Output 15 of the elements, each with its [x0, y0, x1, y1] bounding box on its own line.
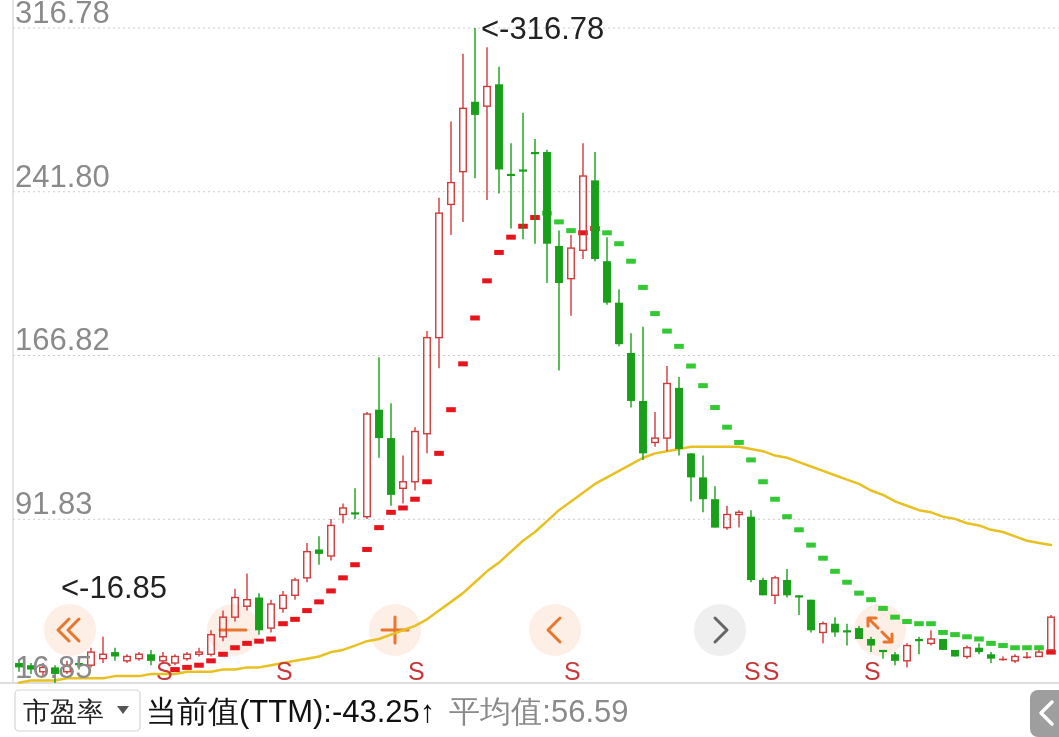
annotation: <-16.85: [61, 570, 168, 605]
annotation: S: [744, 657, 761, 685]
annotation: S: [408, 657, 425, 685]
annotation: S: [564, 657, 581, 685]
annotation: S: [276, 657, 293, 685]
annotation: <-316.78: [481, 11, 605, 46]
y-tick-label: 166.82: [15, 322, 110, 358]
y-tick-label: 316.78: [15, 0, 110, 30]
annotation: S: [762, 657, 780, 685]
y-tick-label: 241.80: [15, 158, 110, 194]
annotation: S: [864, 657, 881, 685]
text: 平均值:56.59: [449, 694, 629, 729]
text: 当前值(TTM):-43.25↑: [146, 694, 436, 729]
y-tick-label: 91.83: [15, 486, 93, 522]
text: 市盈率: [23, 697, 104, 727]
